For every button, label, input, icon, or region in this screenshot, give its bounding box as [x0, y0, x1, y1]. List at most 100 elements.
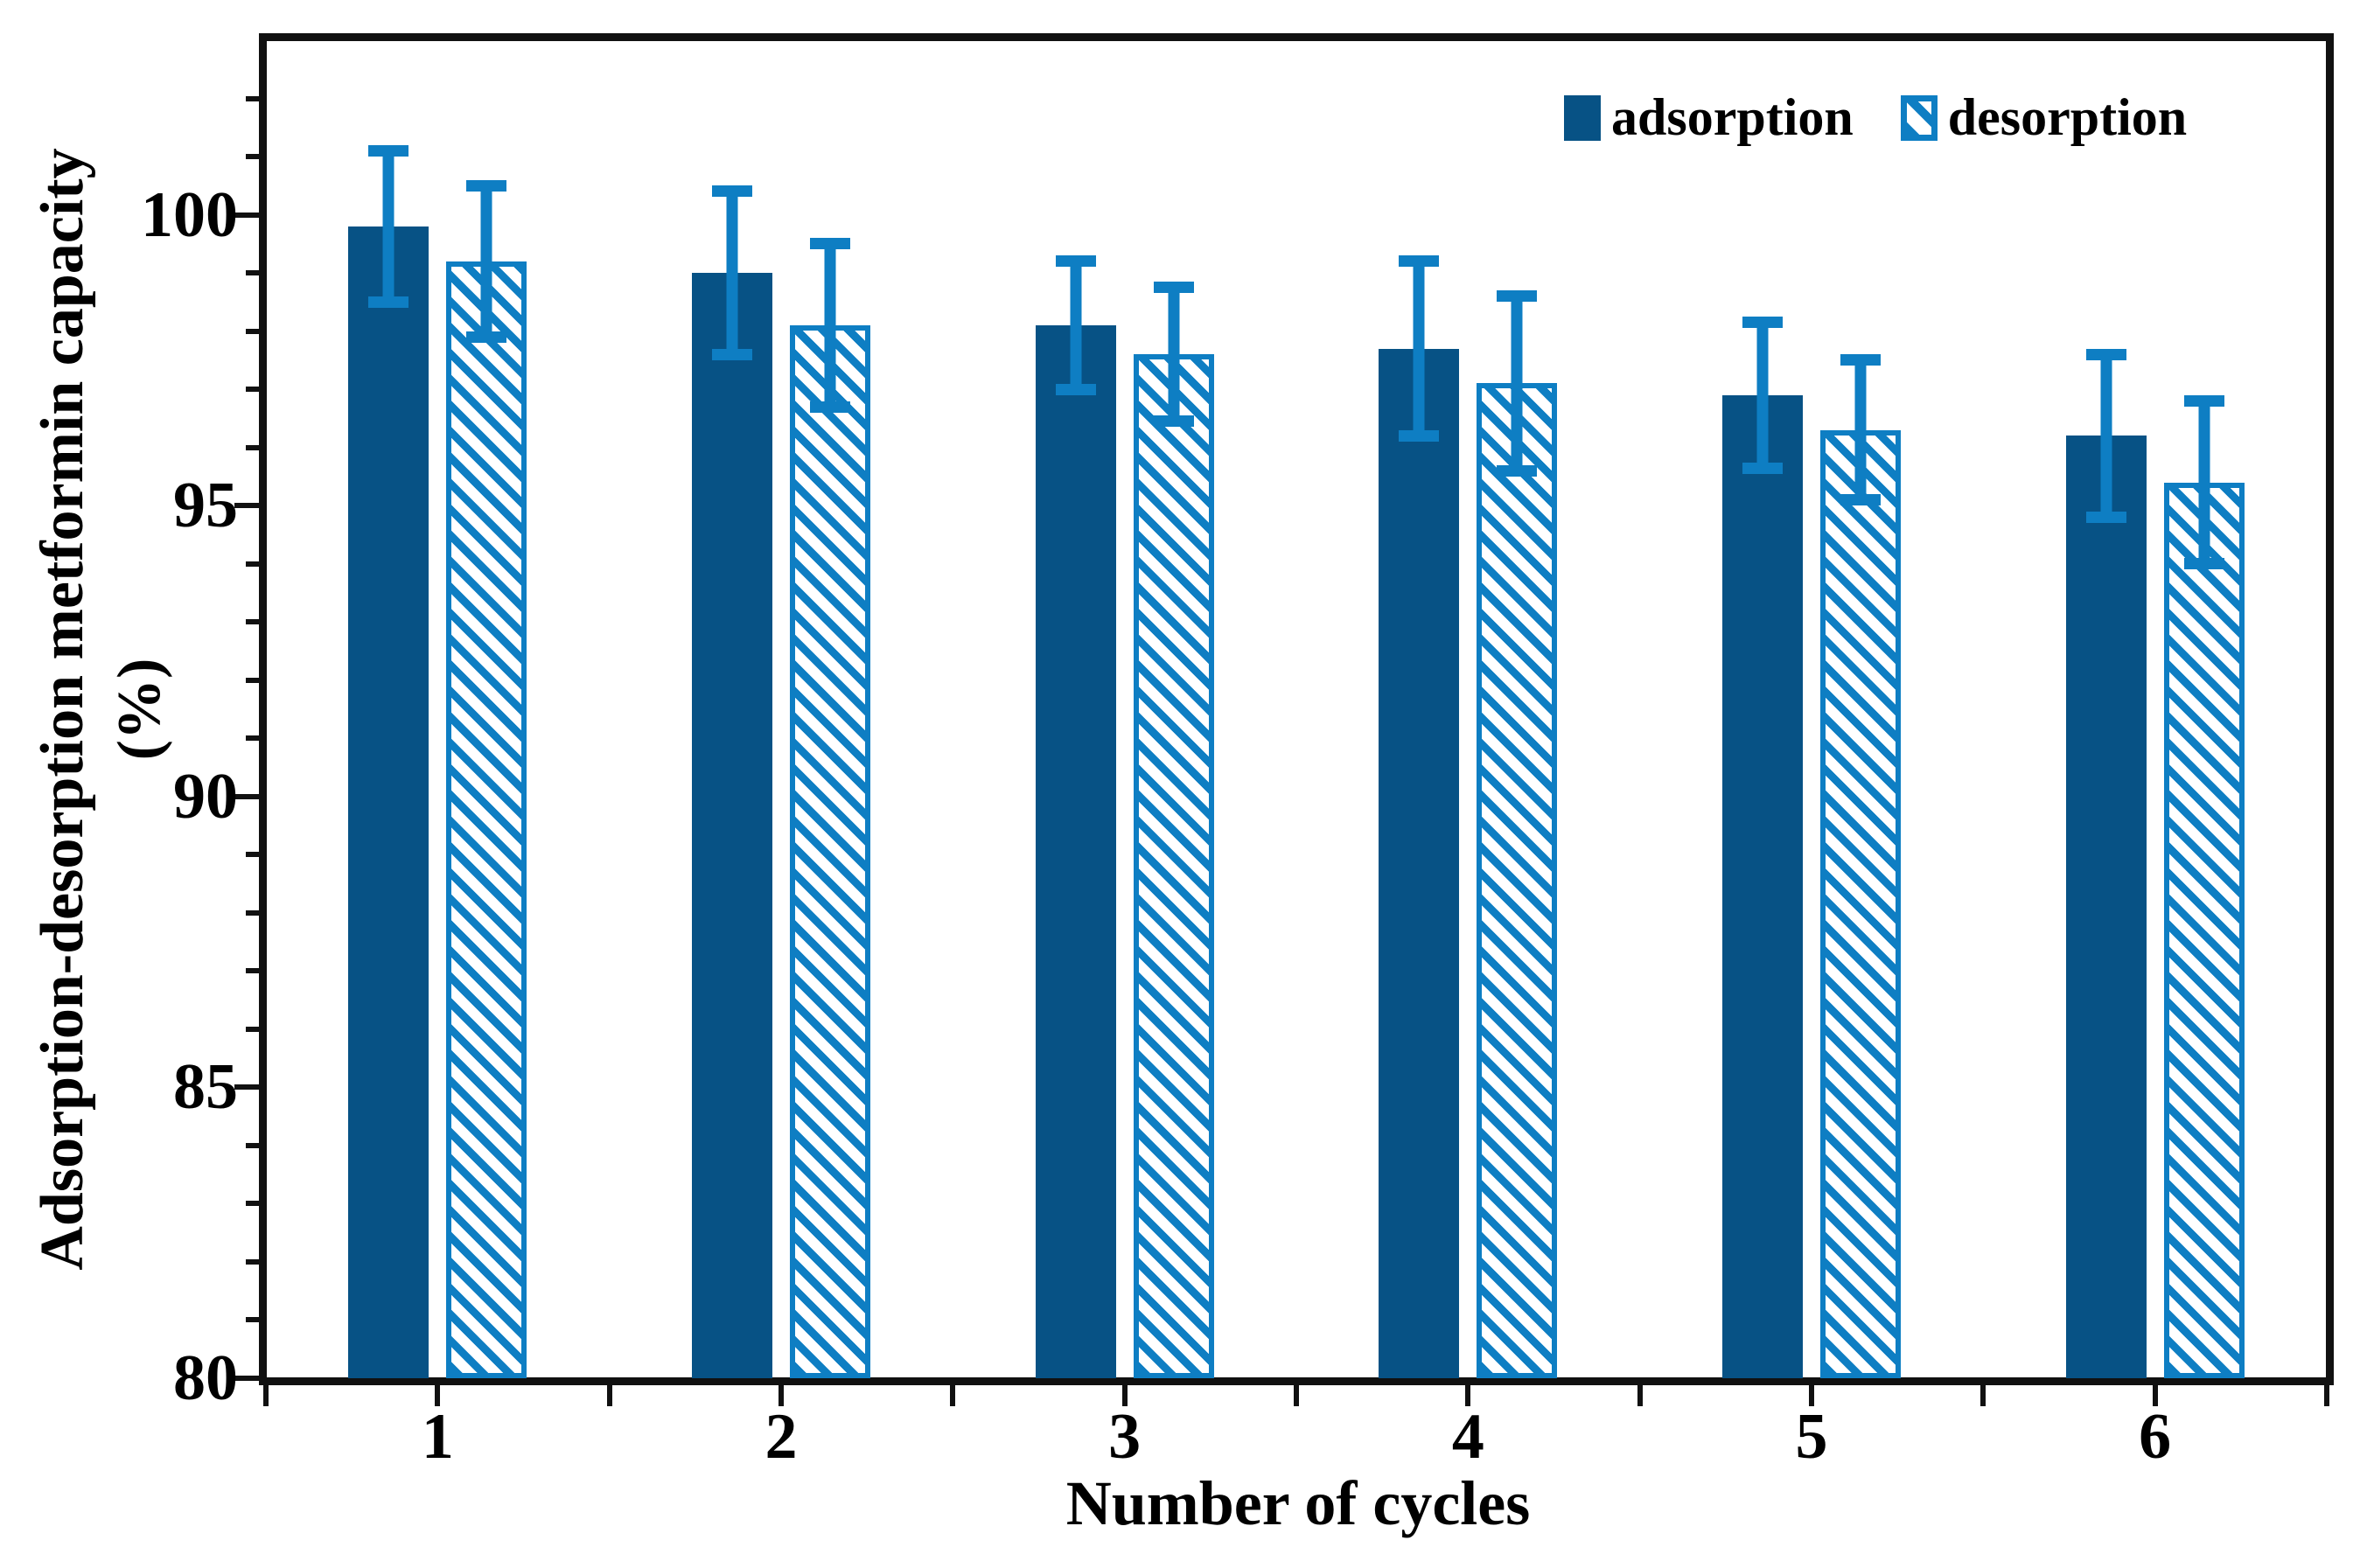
- x-tick-1: [435, 1385, 441, 1406]
- x-tick-12: [2324, 1385, 2329, 1406]
- error-bar-cap: [466, 331, 507, 343]
- error-bar-line: [1511, 290, 1523, 477]
- error-bar-line: [382, 144, 394, 308]
- error-bar-desorption-cycle-3: [1153, 282, 1194, 428]
- y-minor-tick-101: [246, 154, 259, 160]
- x-tick-0: [263, 1385, 269, 1406]
- y-minor-tick-96: [246, 444, 259, 450]
- y-minor-tick-92: [246, 677, 259, 683]
- error-bar-line: [726, 185, 738, 360]
- x-tick-8: [1637, 1385, 1643, 1406]
- bar-adsorption-cycle-4: [1379, 348, 1460, 1378]
- plot-area: [259, 33, 2334, 1385]
- error-bar-cap: [1153, 282, 1194, 294]
- y-minor-tick-97: [246, 387, 259, 393]
- x-tick-label-3: 3: [1108, 1401, 1142, 1473]
- error-bar-line: [2198, 394, 2210, 570]
- error-bar-desorption-cycle-6: [2183, 394, 2224, 570]
- bar-desorption-cycle-4: [1477, 383, 1558, 1378]
- y-major-tick-95: [234, 503, 259, 509]
- y-major-tick-100: [234, 212, 259, 218]
- y-major-tick-80: [234, 1376, 259, 1381]
- bar-desorption-cycle-1: [446, 261, 527, 1378]
- y-minor-tick-81: [246, 1317, 259, 1323]
- error-bar-desorption-cycle-5: [1840, 354, 1881, 506]
- error-bar-cap: [712, 348, 752, 360]
- y-minor-tick-93: [246, 619, 259, 625]
- bar-adsorption-cycle-2: [692, 273, 772, 1378]
- bar-desorption-cycle-3: [1133, 354, 1214, 1378]
- bar-adsorption-cycle-1: [348, 226, 429, 1378]
- error-bar-cap: [466, 179, 507, 192]
- y-minor-tick-91: [246, 735, 259, 742]
- y-tick-label-85: 85: [173, 1051, 238, 1124]
- bar-desorption-cycle-2: [790, 324, 870, 1378]
- y-minor-tick-84: [246, 1142, 259, 1148]
- x-tick-6: [1294, 1385, 1299, 1406]
- error-bar-desorption-cycle-4: [1497, 290, 1538, 477]
- bar-desorption-cycle-5: [1820, 429, 1901, 1378]
- error-bar-cap: [1055, 255, 1096, 268]
- bar-adsorption-cycle-5: [1722, 394, 1803, 1378]
- y-minor-tick-82: [246, 1258, 259, 1265]
- legend: adsorption desorption: [1564, 87, 2187, 148]
- y-major-tick-90: [234, 793, 259, 799]
- x-tick-11: [2152, 1385, 2158, 1406]
- error-bar-line: [1756, 316, 1769, 474]
- error-bar-line: [480, 179, 492, 343]
- error-bar-line: [1413, 255, 1425, 442]
- y-minor-tick-87: [246, 968, 259, 974]
- x-tick-label-4: 4: [1451, 1401, 1484, 1473]
- error-bar-adsorption-cycle-2: [712, 185, 752, 360]
- x-axis-title: Number of cycles: [1065, 1468, 1531, 1538]
- y-minor-tick-88: [246, 909, 259, 916]
- error-bar-cap: [810, 238, 850, 250]
- error-bar-line: [2100, 348, 2112, 524]
- error-bar-line: [1070, 255, 1082, 395]
- x-tick-label-2: 2: [765, 1401, 798, 1473]
- error-bar-cap: [1153, 415, 1194, 428]
- legend-item-desorption: desorption: [1900, 87, 2188, 148]
- error-bar-line: [1854, 354, 1867, 506]
- error-bar-cap: [1840, 494, 1881, 506]
- error-bar-adsorption-cycle-1: [368, 144, 409, 308]
- legend-label-adsorption: adsorption: [1611, 88, 1854, 146]
- error-bar-adsorption-cycle-5: [1742, 316, 1783, 474]
- bar-desorption-cycle-6: [2163, 482, 2245, 1378]
- y-tick-label-100: 100: [141, 178, 238, 251]
- error-bar-adsorption-cycle-6: [2085, 348, 2126, 524]
- error-bar-cap: [1840, 354, 1881, 366]
- y-minor-tick-98: [246, 328, 259, 334]
- y-minor-tick-94: [246, 561, 259, 567]
- bar-adsorption-cycle-3: [1035, 324, 1116, 1378]
- x-tick-7: [1465, 1385, 1471, 1406]
- y-minor-tick-89: [246, 852, 259, 858]
- x-tick-3: [779, 1385, 784, 1406]
- error-bar-cap: [1497, 464, 1538, 477]
- x-tick-label-1: 1: [421, 1401, 454, 1473]
- bar-adsorption-cycle-6: [2065, 436, 2147, 1378]
- error-bar-cap: [1742, 316, 1783, 328]
- error-bar-cap: [2085, 512, 2126, 524]
- error-bar-cap: [368, 296, 409, 308]
- error-bar-cap: [2183, 558, 2224, 570]
- y-minor-tick-86: [246, 1026, 259, 1032]
- error-bar-cap: [1399, 255, 1440, 268]
- desorption-swatch-icon: [1900, 94, 1938, 141]
- y-tick-label-95: 95: [173, 470, 238, 542]
- y-minor-tick-102: [246, 95, 259, 101]
- x-tick-4: [950, 1385, 956, 1406]
- y-minor-tick-99: [246, 270, 259, 276]
- error-bar-desorption-cycle-2: [810, 238, 850, 413]
- error-bar-adsorption-cycle-3: [1055, 255, 1096, 395]
- error-bar-cap: [2085, 348, 2126, 360]
- legend-label-desorption: desorption: [1947, 88, 2188, 146]
- error-bar-desorption-cycle-1: [466, 179, 507, 343]
- adsorption-swatch-icon: [1564, 94, 1601, 141]
- x-tick-2: [606, 1385, 612, 1406]
- legend-item-adsorption: adsorption: [1564, 87, 1854, 148]
- x-tick-9: [1809, 1385, 1814, 1406]
- error-bar-cap: [712, 185, 752, 198]
- y-major-tick-85: [234, 1084, 259, 1091]
